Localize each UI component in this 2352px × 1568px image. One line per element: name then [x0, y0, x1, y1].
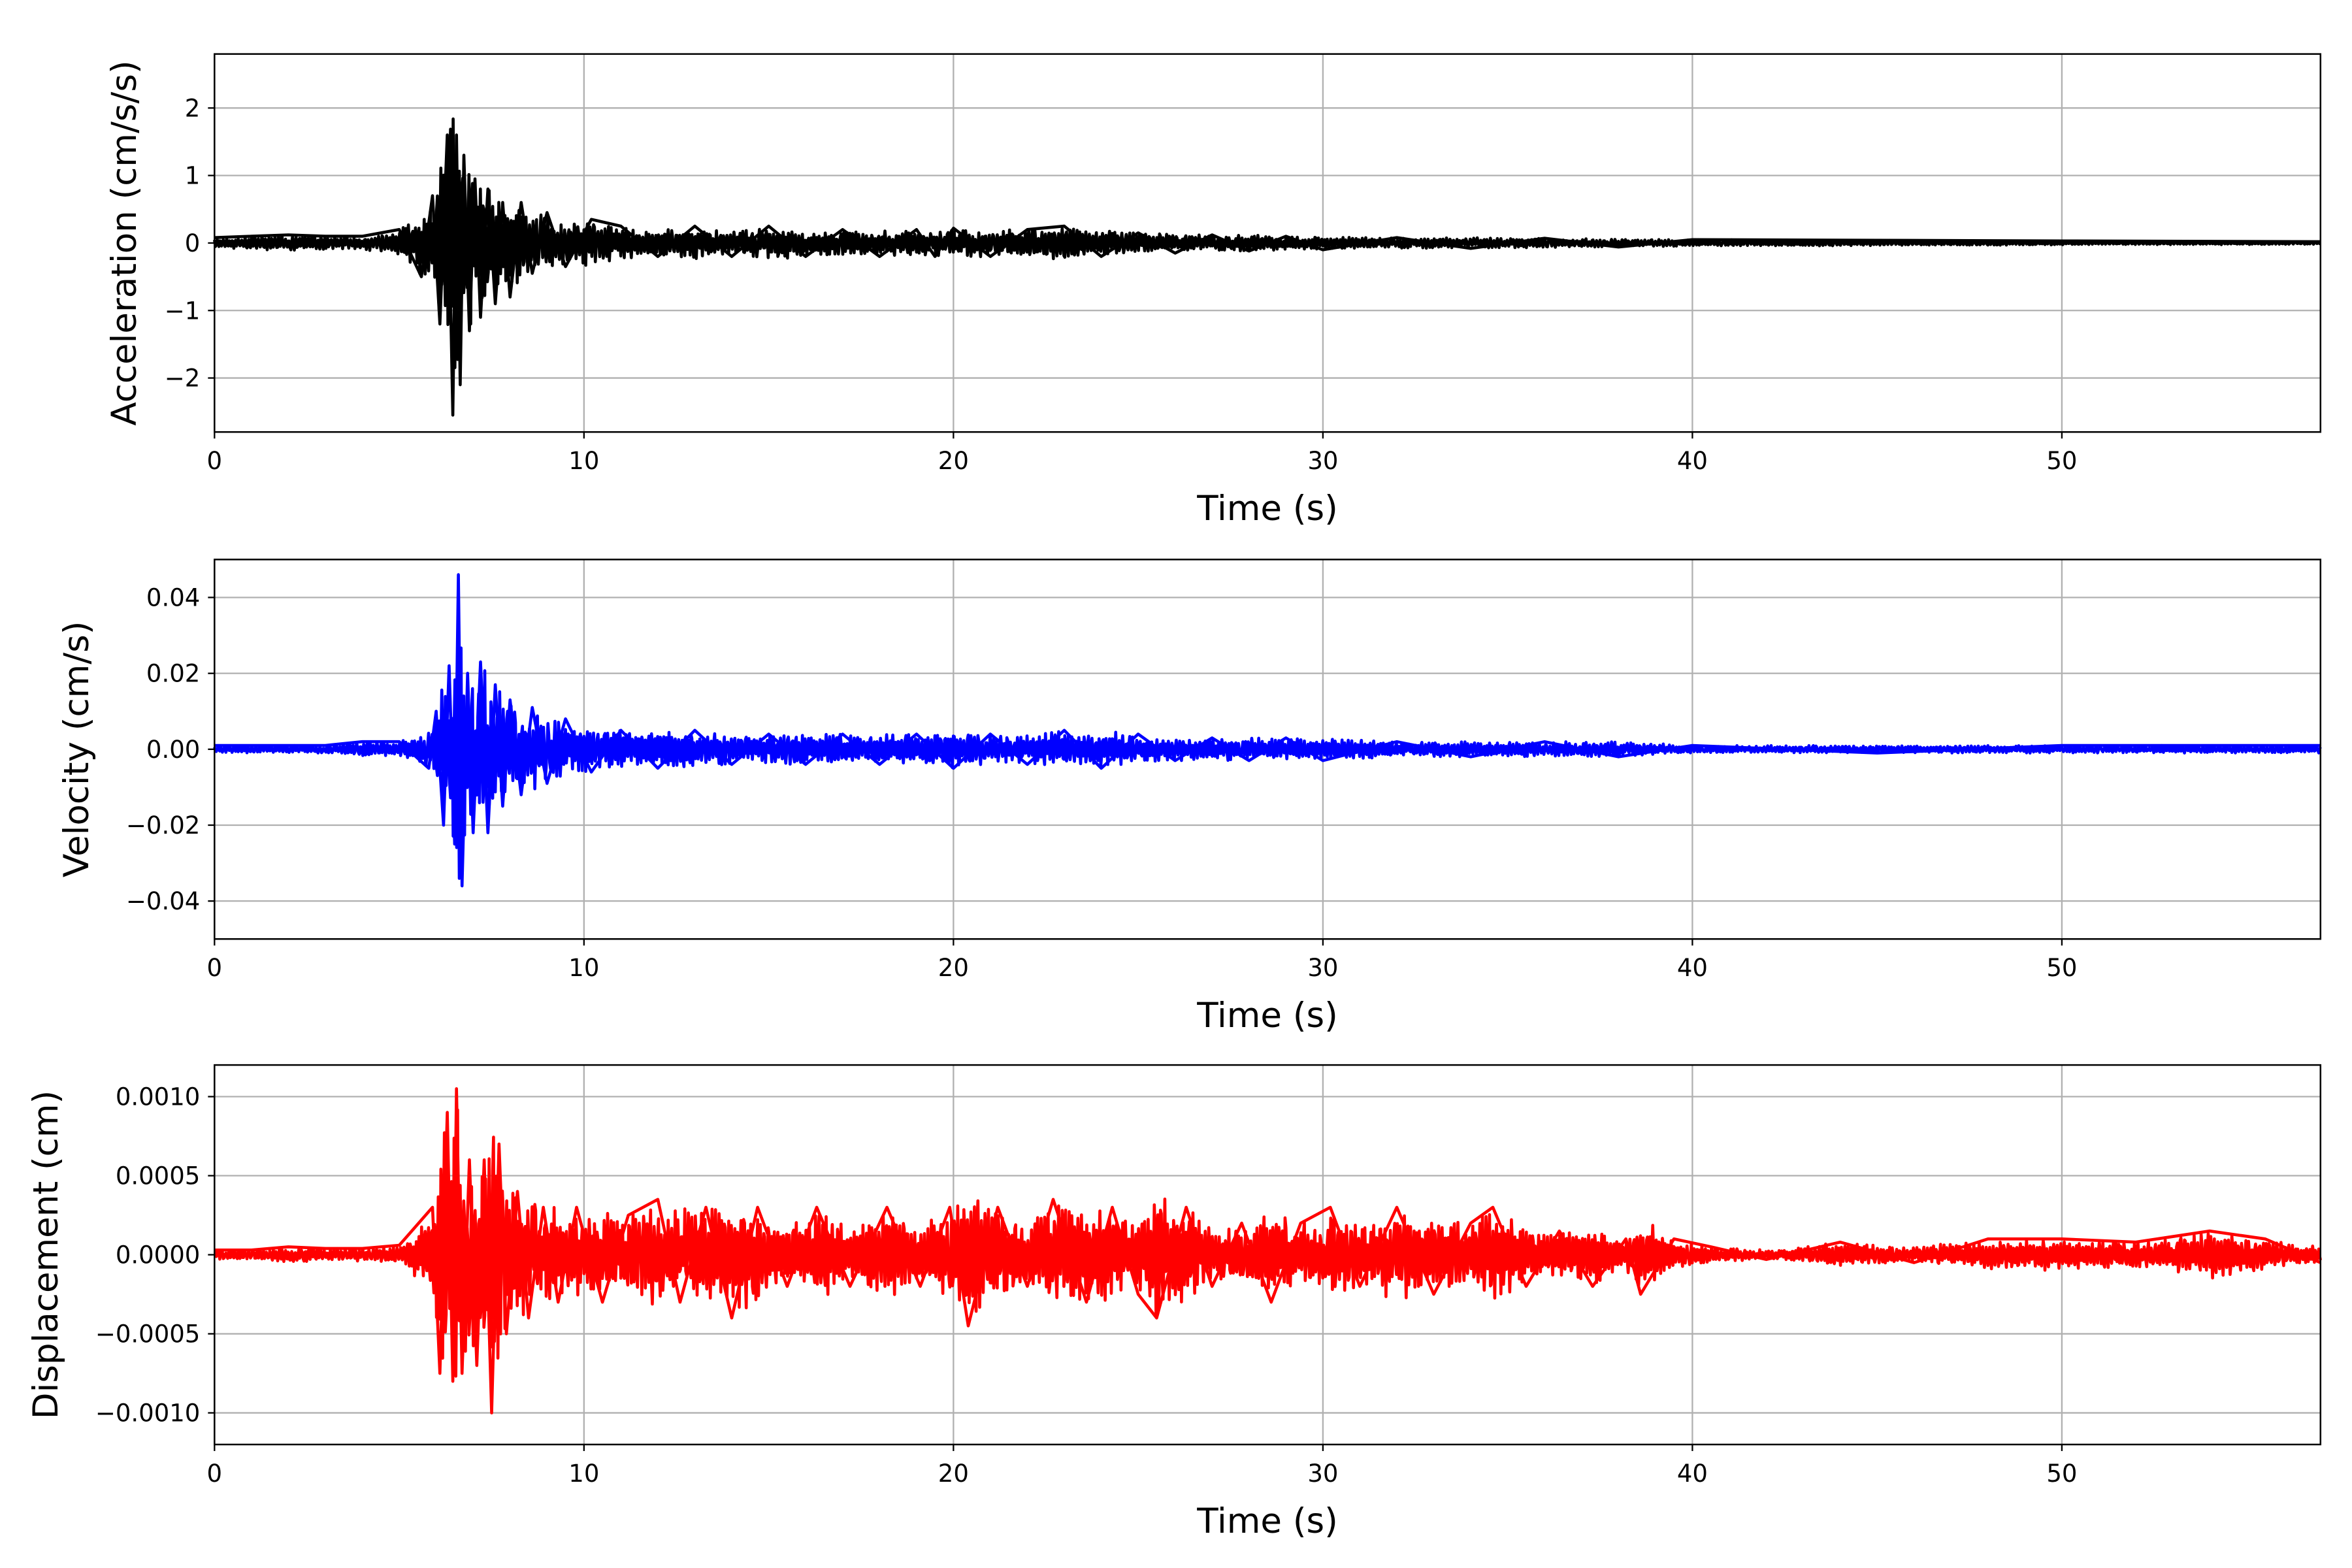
acceleration-xtick-label: 30	[1307, 447, 1338, 475]
acceleration-xtick-label: 20	[938, 447, 969, 475]
velocity-trace	[213, 646, 2322, 880]
velocity-xtick-label: 0	[207, 954, 223, 982]
velocity-ytick-label: 0.04	[146, 583, 200, 612]
acceleration-ytick-label: 2	[185, 94, 201, 122]
displacement-ytick-label: 0.0005	[116, 1162, 200, 1190]
velocity-xaxis-label: Time (s)	[1196, 996, 1338, 1036]
acceleration-trace	[213, 117, 2321, 370]
acceleration-ytick-label: 1	[185, 162, 201, 190]
velocity-ytick-label: −0.04	[126, 887, 200, 915]
displacement-trace	[213, 1108, 2323, 1378]
velocity-peak-line	[214, 573, 2321, 888]
displacement-xaxis-label: Time (s)	[1196, 1501, 1338, 1541]
velocity-yaxis-label: Velocity (cm/s)	[57, 621, 97, 877]
velocity-ytick-label: 0.00	[146, 736, 200, 764]
acceleration-peak-line	[214, 133, 2321, 417]
displacement-ytick-label: −0.0010	[95, 1399, 200, 1428]
acceleration-xtick-label: 10	[568, 447, 599, 475]
displacement-peak-line	[214, 1087, 2321, 1414]
displacement-yaxis-label: Displacement (cm)	[26, 1090, 66, 1419]
velocity-xtick-label: 20	[938, 954, 969, 982]
acceleration-ytick-label: −2	[165, 365, 201, 393]
displacement-xtick-label: 30	[1307, 1460, 1338, 1488]
velocity-xtick-label: 40	[1677, 954, 1708, 982]
acceleration-panel: 0 10 20 30 40 50 −2 −1 0 1 2 Time (s) Acceleration (…	[105, 53, 2322, 529]
acceleration-ytick-label: 0	[185, 229, 201, 257]
velocity-ytick-label: −0.02	[126, 811, 200, 840]
displacement-ytick-label: −0.0005	[95, 1320, 200, 1348]
displacement-ytick-label: 0.0000	[116, 1241, 200, 1269]
acceleration-xtick-label: 0	[207, 447, 223, 475]
acceleration-yaxis-label: Acceleration (cm/s/s)	[105, 60, 144, 425]
acceleration-xaxis-label: Time (s)	[1196, 489, 1338, 529]
acceleration-xtick-label: 40	[1677, 447, 1708, 475]
displacement-xtick-label: 20	[938, 1460, 969, 1488]
displacement-panel: 0 10 20 30 40 50 −0.0010 −0.0005 0.0000 0.0005 0.0…	[26, 1064, 2323, 1541]
velocity-xtick-label: 50	[2046, 954, 2077, 982]
acceleration-xtick-label: 50	[2046, 447, 2077, 475]
displacement-xtick-label: 40	[1677, 1460, 1708, 1488]
displacement-xtick-label: 50	[2046, 1460, 2077, 1488]
velocity-ytick-label: 0.02	[146, 660, 200, 688]
velocity-xtick-label: 30	[1307, 954, 1338, 982]
velocity-panel: 0 10 20 30 40 50 −0.04 −0.02 0.00 0.02 0.04 Time (s…	[57, 559, 2322, 1036]
displacement-xtick-label: 10	[568, 1460, 599, 1488]
displacement-ytick-label: 0.0010	[116, 1083, 200, 1111]
displacement-xtick-label: 0	[207, 1460, 223, 1488]
acceleration-ytick-label: −1	[165, 297, 201, 325]
velocity-xtick-label: 10	[568, 954, 599, 982]
